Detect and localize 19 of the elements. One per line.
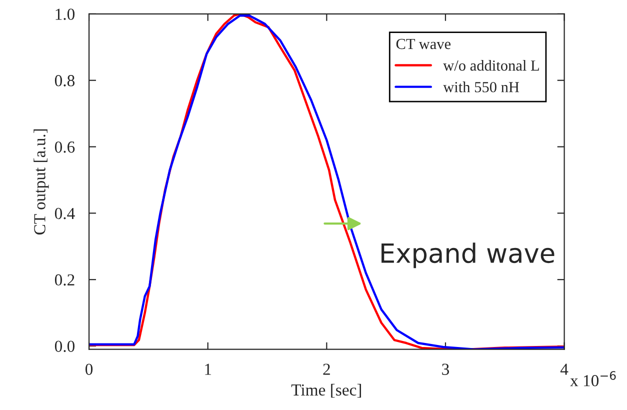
legend-label: w/o additonal L: [443, 60, 539, 71]
x-axis-title: Time [sec]: [291, 384, 361, 398]
y-tick-label: 0.4: [54, 208, 75, 220]
y-tick-label: 1.0: [56, 8, 75, 20]
x-tick-label: 1: [205, 364, 212, 375]
x-tick-label: 4: [560, 364, 568, 375]
line-series: [89, 14, 564, 350]
legend-label: with 550 nH: [443, 82, 520, 92]
y-tick-label: 0.2: [54, 274, 74, 286]
y-axis-title: CT output [a.u.]: [34, 129, 49, 234]
x-tick-label: 3: [442, 364, 449, 375]
annotation: Expand wave: [382, 242, 554, 268]
text: x 10$^{−6}$: [570, 371, 616, 386]
y-tick-label: 0.8: [54, 75, 75, 86]
x-tick-label: 2: [323, 364, 330, 375]
y-tick-label: 0.0: [54, 340, 75, 352]
legend-title: CT wave: [396, 38, 451, 50]
y-tick-label: 0.6: [54, 141, 75, 153]
x-tick-label: 0: [86, 364, 93, 375]
